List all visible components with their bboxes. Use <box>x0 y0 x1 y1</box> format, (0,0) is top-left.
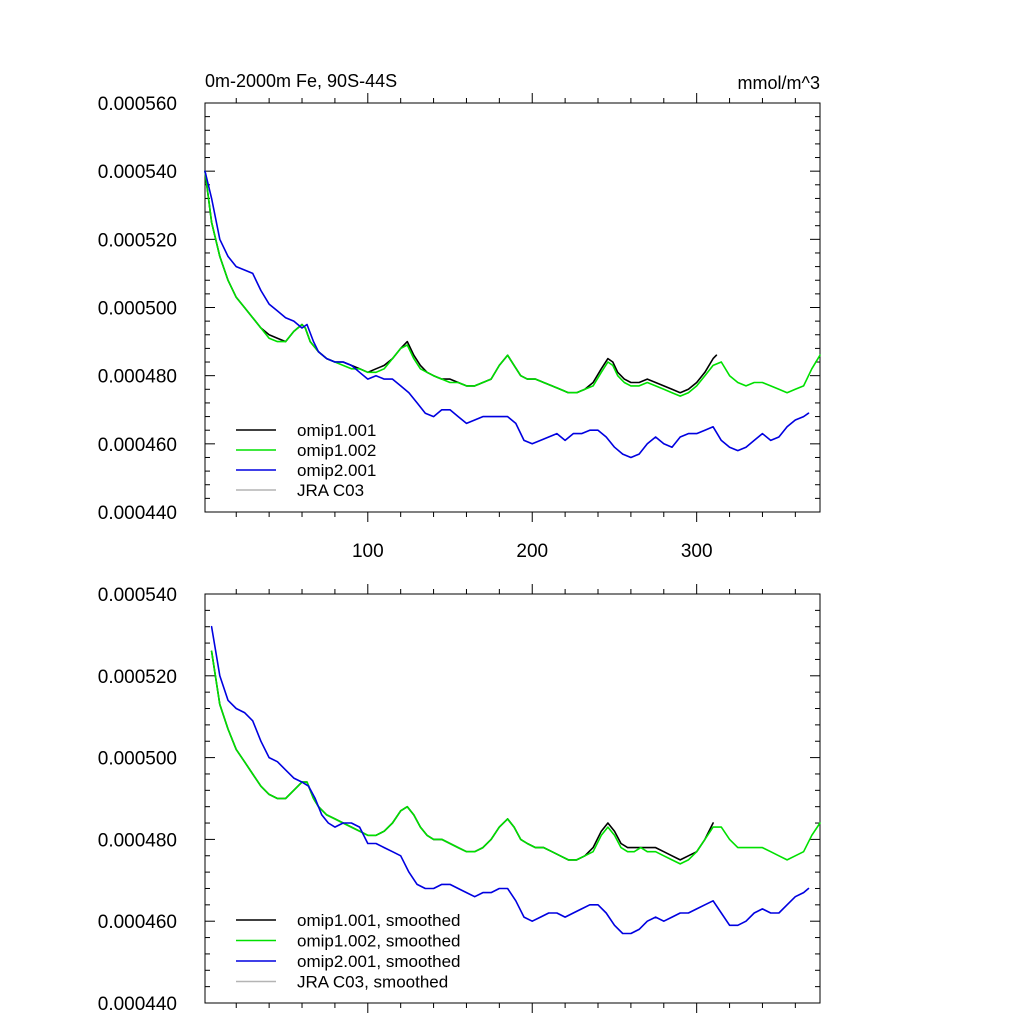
series-line-2 <box>210 625 810 935</box>
legend-label: JRA C03 <box>297 481 364 500</box>
chart-title: 0m-2000m Fe, 90S-44S <box>205 71 397 91</box>
plot-frame <box>204 593 821 1004</box>
units-label: mmol/m^3 <box>738 73 820 93</box>
series-line-1 <box>210 650 821 865</box>
legend-label: omip1.001 <box>297 421 376 440</box>
y-tick-label: 0.000560 <box>98 94 177 115</box>
top-panel: 0.000440 0.000460 0.000480 0.000500 0.000520… <box>98 71 821 562</box>
y-tick-label: 0.000520 <box>98 667 177 688</box>
y-tick-label: 0.000540 <box>98 585 177 606</box>
y-tick-label: 0.000440 <box>98 503 177 524</box>
x-tick-label: 200 <box>516 541 548 562</box>
y-tick-label: 0.000500 <box>98 299 177 320</box>
y-tick-label: 0.000540 <box>98 162 177 183</box>
legend-label: omip1.001, smoothed <box>297 911 461 930</box>
x-tick-label: 100 <box>352 541 384 562</box>
legend-label: JRA C03, smoothed <box>297 973 448 992</box>
series-line-1 <box>204 170 821 397</box>
legend-label: omip1.002 <box>297 441 376 460</box>
bottom-panel: 0.000440 0.000460 0.000480 0.000500 0.000520… <box>98 584 821 1015</box>
y-tick-label: 0.000520 <box>98 230 177 251</box>
series-line-0 <box>204 170 718 394</box>
series-line-2 <box>204 170 810 459</box>
x-tick-label: 300 <box>681 541 713 562</box>
y-tick-label: 0.000460 <box>98 912 177 933</box>
y-tick-label: 0.000460 <box>98 435 177 456</box>
series-line-0 <box>210 650 714 861</box>
y-tick-label: 0.000480 <box>98 367 177 388</box>
y-tick-label: 0.000440 <box>98 994 177 1015</box>
legend-label: omip2.001, smoothed <box>297 952 461 971</box>
legend-label: omip1.002, smoothed <box>297 932 461 951</box>
y-tick-label: 0.000480 <box>98 830 177 851</box>
legend-label: omip2.001 <box>297 461 376 480</box>
y-tick-label: 0.000500 <box>98 749 177 770</box>
